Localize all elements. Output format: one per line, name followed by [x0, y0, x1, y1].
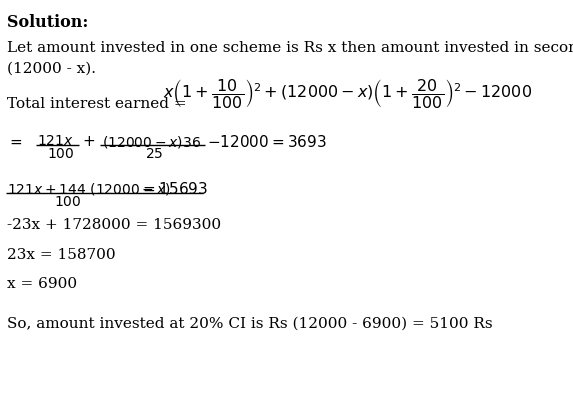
- Text: $121x + 144\ (12000 - x)$: $121x + 144\ (12000 - x)$: [7, 181, 171, 197]
- Text: $x\left(1+\dfrac{10}{100}\right)^{2}+(12000-x)\left(1+\dfrac{20}{100}\right)^{2}: $x\left(1+\dfrac{10}{100}\right)^{2}+(12…: [163, 77, 532, 110]
- Text: $100$: $100$: [54, 195, 82, 209]
- Text: So, amount invested at 20% CI is Rs (12000 - 6900) = 5100 Rs: So, amount invested at 20% CI is Rs (120…: [7, 316, 493, 331]
- Text: $- 12000 = 3693$: $- 12000 = 3693$: [207, 134, 327, 150]
- Text: $100$: $100$: [47, 147, 74, 162]
- Text: Total interest earned =: Total interest earned =: [7, 97, 187, 112]
- Text: -23x + 1728000 = 1569300: -23x + 1728000 = 1569300: [7, 218, 222, 232]
- Text: $+$: $+$: [82, 134, 95, 149]
- Text: $= 15693$: $= 15693$: [140, 181, 209, 197]
- Text: Let amount invested in one scheme is Rs x then amount invested in second scheme : Let amount invested in one scheme is Rs …: [7, 41, 573, 55]
- Text: Solution:: Solution:: [7, 14, 89, 31]
- Text: $25$: $25$: [145, 147, 163, 162]
- Text: $(12000-x)36$: $(12000-x)36$: [102, 134, 201, 150]
- Text: x = 6900: x = 6900: [7, 277, 77, 291]
- Text: 23x = 158700: 23x = 158700: [7, 248, 116, 262]
- Text: $121x$: $121x$: [37, 134, 74, 148]
- Text: (12000 - x).: (12000 - x).: [7, 62, 96, 76]
- Text: $=$: $=$: [7, 134, 23, 149]
